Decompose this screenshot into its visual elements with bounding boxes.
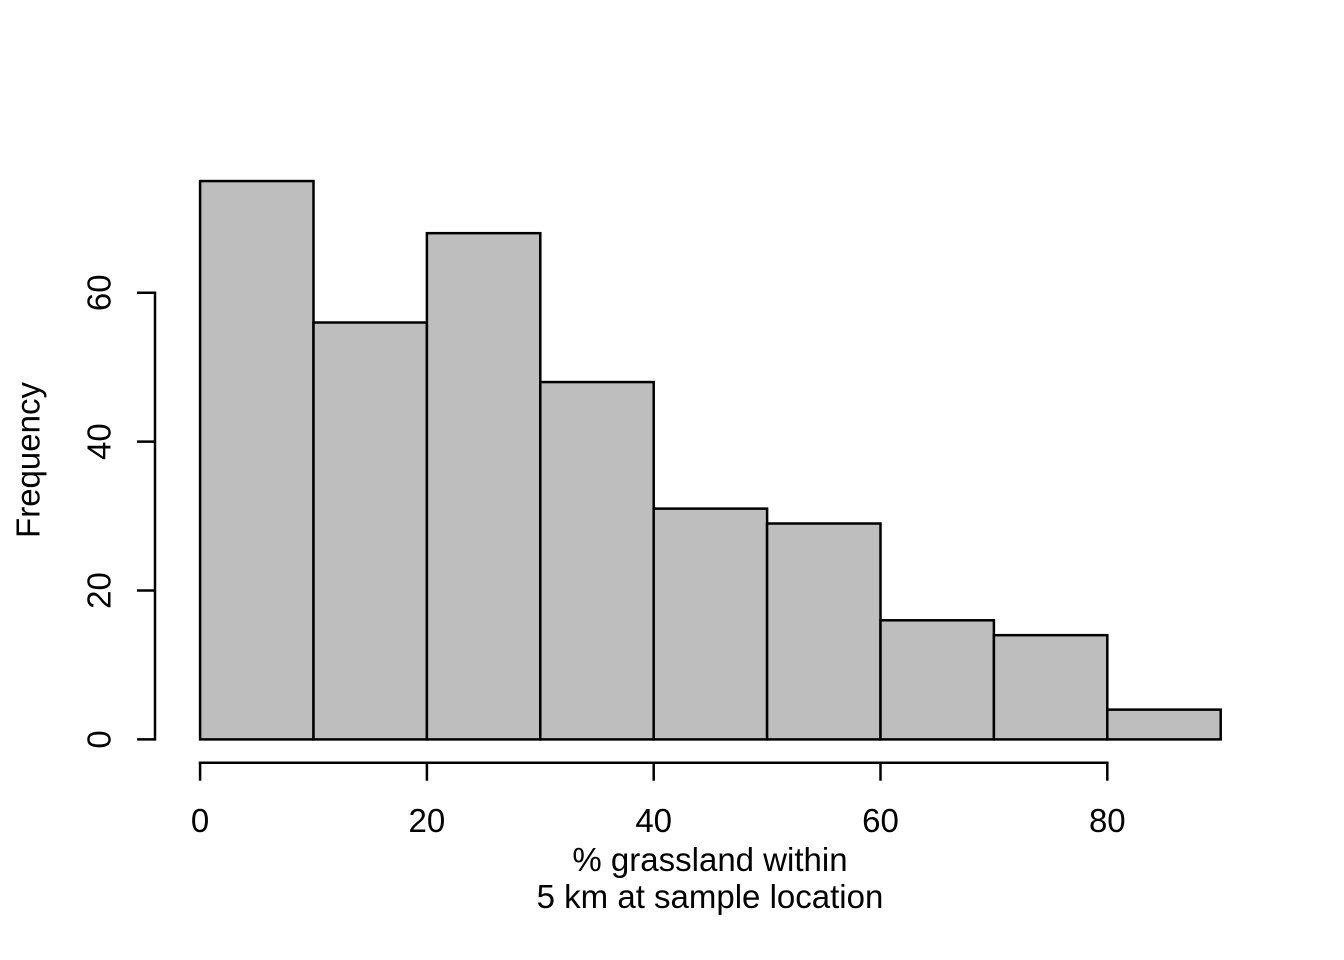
histogram-bar <box>765 522 882 741</box>
histogram-bar <box>1106 708 1222 741</box>
histogram-bar <box>992 633 1109 741</box>
y-tick-marks <box>137 291 155 741</box>
histogram-bar <box>879 619 996 741</box>
y-tick-label: 20 <box>81 572 118 609</box>
histogram-bar <box>652 507 769 741</box>
y-axis: 0 20 40 60 Frequency <box>10 274 157 749</box>
x-tick-label: 40 <box>635 802 672 839</box>
x-axis-title-line2: 5 km at sample location <box>537 878 884 915</box>
x-axis-title-line1: % grassland within <box>572 841 847 878</box>
y-tick-label: 40 <box>81 423 118 460</box>
histogram-bar <box>425 231 542 741</box>
x-tick-label: 20 <box>409 802 446 839</box>
histogram-bar <box>198 179 315 741</box>
x-tick-label: 80 <box>1089 802 1126 839</box>
x-axis: 0 20 40 60 80 % grassland within 5 km at sam… <box>191 761 1126 915</box>
x-tick-marks <box>198 762 1109 781</box>
x-tick-labels: 0 20 40 60 80 <box>191 802 1126 839</box>
y-tick-label: 60 <box>81 274 118 311</box>
histogram-bar <box>312 321 429 741</box>
x-tick-label: 0 <box>191 802 209 839</box>
y-tick-labels: 0 20 40 60 <box>81 274 118 748</box>
y-axis-title: Frequency <box>10 382 47 538</box>
y-tick-label: 0 <box>81 730 118 748</box>
bars-group <box>198 179 1222 741</box>
x-tick-label: 60 <box>862 802 899 839</box>
histogram-bar <box>539 380 655 741</box>
